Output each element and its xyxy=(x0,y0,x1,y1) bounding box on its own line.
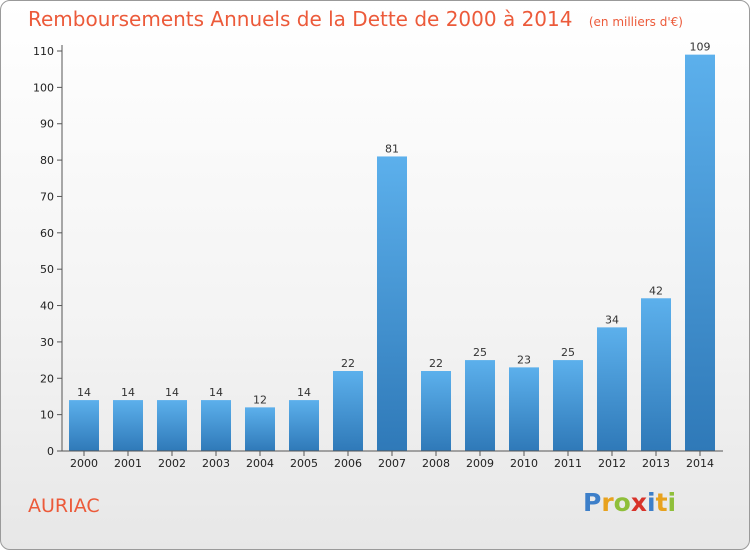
data-label-2010: 23 xyxy=(517,353,531,366)
commune-name: AURIAC xyxy=(28,495,100,517)
y-tick-label: 40 xyxy=(40,300,54,313)
x-tick-label-2012: 2012 xyxy=(598,457,626,470)
data-label-2011: 25 xyxy=(561,346,575,359)
bar-2005 xyxy=(289,400,319,451)
x-tick-label-2013: 2013 xyxy=(642,457,670,470)
bar-2000 xyxy=(69,400,99,451)
x-tick-label-2005: 2005 xyxy=(290,457,318,470)
x-tick-label-2014: 2014 xyxy=(686,457,714,470)
bar-2004 xyxy=(245,407,275,451)
x-tick-label-2006: 2006 xyxy=(334,457,362,470)
y-tick-label: 10 xyxy=(40,409,54,422)
bar-2002 xyxy=(157,400,187,451)
bar-2009 xyxy=(465,360,495,451)
data-label-2012: 34 xyxy=(605,313,619,326)
bar-2001 xyxy=(113,400,143,451)
data-label-2013: 42 xyxy=(649,284,663,297)
y-tick-label: 90 xyxy=(40,118,54,131)
logo-letter: o xyxy=(613,488,631,517)
x-tick-label-2001: 2001 xyxy=(114,457,142,470)
x-tick-label-2002: 2002 xyxy=(158,457,186,470)
x-tick-label-2008: 2008 xyxy=(422,457,450,470)
data-label-2003: 14 xyxy=(209,386,223,399)
data-label-2006: 22 xyxy=(341,357,355,370)
data-label-2014: 109 xyxy=(690,41,711,54)
axes-group: 0 10 20 30 40 50 60 70 80 90 100 110 2000 2001 2002 200… xyxy=(33,45,723,470)
bars-group: 14 14 14 14 12 14 22 81 22 25 23 25 34 42 109 xyxy=(69,41,715,452)
x-tick-label-2010: 2010 xyxy=(510,457,538,470)
y-tick-label: 60 xyxy=(40,227,54,240)
logo-letter: P xyxy=(583,488,602,517)
data-label-2002: 14 xyxy=(165,386,179,399)
logo-letter: i xyxy=(667,488,677,517)
bar-2008 xyxy=(421,371,451,451)
y-tick-label: 100 xyxy=(33,81,54,94)
x-tick-label-2007: 2007 xyxy=(378,457,406,470)
chart-subtitle: (en milliers d'€) xyxy=(588,15,683,29)
data-label-2005: 14 xyxy=(297,386,311,399)
bar-2010 xyxy=(509,367,539,451)
x-tick-label-2000: 2000 xyxy=(70,457,98,470)
data-label-2009: 25 xyxy=(473,346,487,359)
x-tick-label-2004: 2004 xyxy=(246,457,274,470)
y-tick-label: 20 xyxy=(40,372,54,385)
bar-2006 xyxy=(333,371,363,451)
y-tick-label: 110 xyxy=(33,45,54,58)
data-label-2001: 14 xyxy=(121,386,135,399)
y-tick-label: 80 xyxy=(40,154,54,167)
proxiti-logo[interactable]: Proxiti xyxy=(583,488,676,517)
bar-2012 xyxy=(597,327,627,451)
bar-2011 xyxy=(553,360,583,451)
logo-letter: x xyxy=(630,488,647,517)
y-tick-label: 70 xyxy=(40,190,54,203)
data-label-2008: 22 xyxy=(429,357,443,370)
bar-2007 xyxy=(377,156,407,452)
x-tick-label-2011: 2011 xyxy=(554,457,582,470)
chart-title: Remboursements Annuels de la Dette de 20… xyxy=(28,7,683,31)
y-tick-label: 50 xyxy=(40,263,54,276)
x-tick-label-2009: 2009 xyxy=(466,457,494,470)
logo-letter: t xyxy=(655,488,668,517)
data-label-2000: 14 xyxy=(77,386,91,399)
y-tick-label: 0 xyxy=(47,445,54,458)
logo-letter: i xyxy=(647,488,656,517)
data-label-2004: 12 xyxy=(253,393,267,406)
data-label-2007: 81 xyxy=(385,142,399,155)
bar-2003 xyxy=(201,400,231,451)
x-tick-label-2003: 2003 xyxy=(202,457,230,470)
bar-2014 xyxy=(685,54,715,452)
logo-letter: r xyxy=(601,488,614,517)
bar-2013 xyxy=(641,298,671,451)
chart-title-text: Remboursements Annuels de la Dette de 20… xyxy=(28,7,573,31)
y-tick-label: 30 xyxy=(40,336,54,349)
